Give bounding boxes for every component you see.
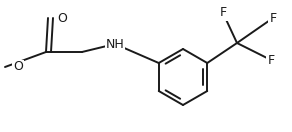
Text: F: F <box>270 11 277 25</box>
Text: O: O <box>57 11 67 25</box>
Text: F: F <box>219 6 227 20</box>
Text: NH: NH <box>106 37 124 51</box>
Text: O: O <box>13 60 23 74</box>
Text: F: F <box>267 53 274 67</box>
